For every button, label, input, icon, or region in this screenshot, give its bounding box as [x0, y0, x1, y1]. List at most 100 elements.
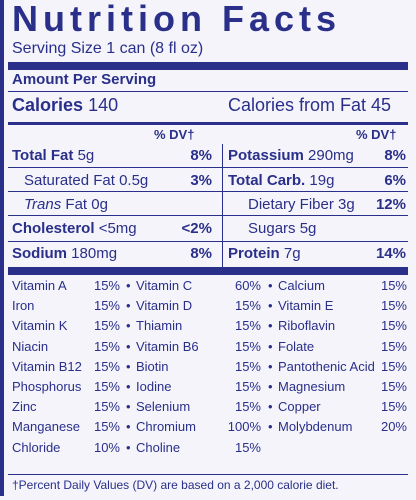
dv-header-left: % DV† — [154, 127, 195, 142]
nutrient-name: Folate — [278, 338, 315, 354]
left-nutrient-row: Trans Fat 0g — [24, 196, 108, 213]
nutrient-label: Sodium — [12, 245, 67, 262]
nutrient-label: Trans — [24, 196, 62, 213]
vitamin-row: Iron 15% • Vitamin D 15% • Vitamin E 15% — [12, 296, 412, 316]
footnote: †Percent Daily Values (DV) are based on … — [12, 478, 339, 492]
divider — [8, 91, 408, 92]
bullet: • — [126, 439, 131, 455]
nutrient-name: Molybdenum — [278, 419, 353, 435]
bullet: • — [268, 378, 273, 394]
nutrient-percent: 15% — [380, 278, 407, 293]
divider — [8, 474, 408, 475]
nutrient-name: Pantothenic Acid — [278, 358, 375, 374]
bullet: • — [126, 419, 131, 435]
vitamin-row: Zinc 15% • Selenium 15% • Copper 15% — [12, 397, 412, 417]
nutrient-name: Vitamin C — [136, 278, 193, 293]
nutrient-label: Dietary Fiber — [248, 196, 334, 213]
nutrient-name: Zinc — [12, 399, 37, 415]
nutrient-amount: 3g — [338, 196, 355, 213]
bullet: • — [126, 278, 131, 293]
nutrient-dv: 12% — [375, 196, 406, 213]
nutrient-percent: 15% — [93, 419, 120, 435]
bullet: • — [126, 399, 131, 415]
nutrient-percent: 15% — [234, 439, 261, 455]
left-nutrient-row: Total Fat 5g — [12, 147, 94, 164]
nutrient-label: Total Carb. — [228, 172, 306, 189]
divider — [8, 191, 408, 192]
nutrient-name: Selenium — [136, 399, 191, 415]
nutrient-percent: 15% — [380, 318, 407, 334]
right-nutrient-row: Dietary Fiber 3g — [248, 196, 355, 213]
divider — [8, 215, 408, 216]
nutrient-name: Vitamin D — [136, 298, 193, 314]
bullet: • — [268, 419, 273, 435]
nutrient-label: Potassium — [228, 147, 304, 164]
vitamin-mineral-table: Vitamin A 15% • Vitamin C 60% • Calcium 15% Iron… — [12, 276, 412, 458]
nutrient-percent: 15% — [380, 298, 407, 314]
calories-label: Calories — [12, 95, 84, 115]
column-divider — [222, 144, 223, 268]
divider — [8, 241, 408, 242]
nutrient-dv: 8% — [190, 147, 212, 164]
bullet: • — [268, 278, 273, 293]
nutrient-percent: 15% — [93, 278, 120, 293]
nutrient-label: Sugars — [248, 220, 296, 237]
nutrient-amount: 7g — [283, 245, 301, 262]
nutrient-percent: 15% — [380, 358, 407, 374]
nutrient-percent: 15% — [380, 338, 407, 354]
nutrient-amount: 5g — [77, 147, 95, 164]
nutrient-amount: 180mg — [71, 245, 118, 262]
nutrient-amount: <5mg — [98, 220, 137, 237]
nutrient-name: Biotin — [136, 358, 169, 374]
bullet: • — [268, 338, 273, 354]
nutrient-name: Choline — [136, 439, 181, 455]
nutrient-amount: 0.5g — [119, 172, 149, 189]
vitamin-row: Chloride 10% • Choline 15% — [12, 438, 412, 458]
nutrient-name: Chloride — [12, 439, 61, 455]
nutrient-amount: 290mg — [308, 147, 354, 164]
nutrient-percent: 15% — [234, 338, 261, 354]
nutrient-percent: 15% — [234, 298, 261, 314]
nutrient-percent: 15% — [93, 298, 120, 314]
nutrient-name: Thiamin — [136, 318, 183, 334]
nutrient-dv: 3% — [190, 172, 212, 189]
nutrient-name: Vitamin A — [12, 278, 67, 293]
bullet: • — [126, 318, 131, 334]
nutrient-name: Iron — [12, 298, 35, 314]
vitamin-row: Niacin 15% • Vitamin B6 15% • Folate 15% — [12, 337, 412, 357]
left-nutrient-row: Cholesterol <5mg — [12, 220, 137, 237]
bullet: • — [268, 318, 273, 334]
nutrient-percent: 15% — [93, 318, 120, 334]
nutrient-amount: 5g — [299, 220, 317, 237]
nutrient-name: Manganese — [12, 419, 80, 435]
nutrient-dv: <2% — [181, 220, 212, 237]
nutrient-dv: 8% — [384, 147, 406, 164]
nutrient-name: Vitamin E — [278, 298, 334, 314]
left-nutrient-row: Saturated Fat 0.5g — [24, 172, 148, 189]
nutrient-percent: 15% — [234, 378, 261, 394]
nutrient-percent: 10% — [93, 439, 120, 455]
divider — [8, 122, 408, 125]
nutrient-name: Copper — [278, 399, 321, 415]
nutrient-percent: 15% — [380, 399, 407, 415]
nutrient-label: Protein — [228, 245, 280, 262]
right-nutrient-row: Total Carb. 19g — [228, 172, 334, 189]
bullet: • — [126, 358, 131, 374]
nutrient-name: Iodine — [136, 378, 172, 394]
nutrient-percent: 20% — [380, 419, 407, 435]
vitamin-row: Vitamin B12 15% • Biotin 15% • Pantothenic Aci… — [12, 357, 412, 377]
divider — [8, 267, 408, 275]
nutrient-label: Saturated Fat — [24, 172, 115, 189]
nutrient-percent: 60% — [234, 278, 261, 293]
left-nutrient-row: Sodium 180mg — [12, 245, 117, 262]
amount-per-serving: Amount Per Serving — [12, 71, 157, 88]
right-nutrient-row: Potassium 290mg — [228, 147, 354, 164]
divider — [8, 62, 408, 70]
nutrient-name: Phosphorus — [12, 378, 82, 394]
bullet: • — [126, 378, 131, 394]
nutrient-percent: 15% — [234, 399, 261, 415]
calories-from-fat: Calories from Fat 45 — [228, 95, 392, 115]
nutrient-name: Vitamin B12 — [12, 358, 82, 374]
calories-row: Calories 140 — [12, 95, 118, 116]
nutrient-percent: 15% — [93, 378, 120, 394]
